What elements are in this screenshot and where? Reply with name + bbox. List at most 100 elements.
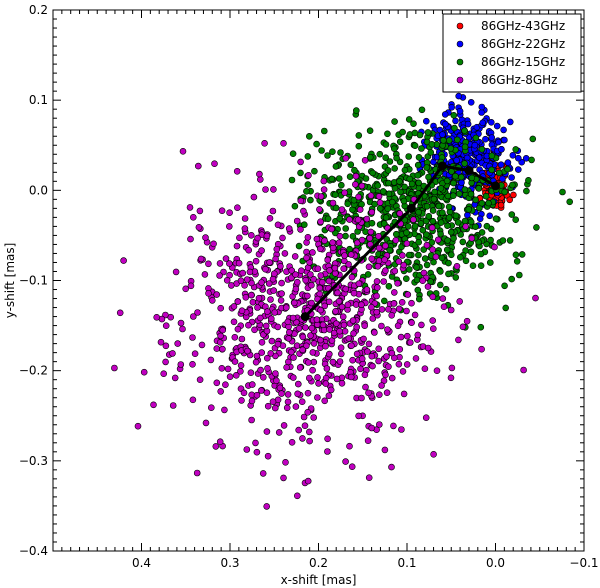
data-point bbox=[263, 428, 271, 435]
data-point bbox=[468, 174, 476, 182]
data-point bbox=[355, 412, 362, 420]
data-point bbox=[195, 224, 203, 231]
data-point bbox=[332, 163, 340, 170]
data-point bbox=[258, 338, 266, 346]
data-point bbox=[461, 217, 469, 225]
data-point bbox=[217, 332, 224, 340]
data-point bbox=[245, 321, 252, 329]
data-point bbox=[345, 335, 353, 342]
data-point bbox=[501, 188, 509, 196]
data-point bbox=[447, 251, 455, 259]
data-point bbox=[461, 127, 468, 134]
data-point bbox=[475, 185, 483, 192]
data-point bbox=[479, 119, 487, 127]
data-point bbox=[311, 167, 318, 175]
data-point bbox=[247, 369, 255, 377]
data-point bbox=[342, 155, 350, 162]
data-point bbox=[325, 298, 333, 306]
data-point bbox=[486, 259, 494, 266]
data-point bbox=[452, 274, 460, 281]
data-point bbox=[375, 244, 383, 252]
data-point bbox=[413, 264, 420, 271]
data-point bbox=[508, 211, 516, 218]
data-point bbox=[420, 246, 428, 253]
data-point bbox=[373, 284, 381, 291]
data-point bbox=[421, 365, 429, 373]
data-point bbox=[248, 291, 255, 299]
data-point bbox=[169, 402, 177, 409]
data-point bbox=[382, 154, 390, 161]
data-point bbox=[429, 207, 437, 214]
data-point bbox=[512, 146, 520, 153]
data-point bbox=[406, 339, 414, 346]
data-point bbox=[288, 176, 296, 184]
data-point bbox=[285, 225, 293, 232]
data-point bbox=[415, 154, 423, 161]
data-point bbox=[509, 181, 516, 189]
data-point bbox=[290, 299, 298, 307]
data-point bbox=[255, 294, 263, 302]
data-point bbox=[499, 175, 506, 183]
data-point bbox=[278, 290, 285, 297]
data-point bbox=[453, 136, 461, 144]
data-point bbox=[111, 364, 118, 372]
data-point bbox=[216, 260, 224, 267]
data-point bbox=[350, 289, 358, 297]
chart-marks bbox=[111, 80, 574, 510]
data-point bbox=[382, 214, 390, 221]
data-point bbox=[294, 380, 302, 388]
data-point bbox=[380, 220, 388, 227]
centroid-point bbox=[300, 312, 310, 322]
data-point bbox=[376, 205, 384, 212]
data-point bbox=[443, 246, 451, 254]
data-point bbox=[318, 147, 325, 154]
data-point bbox=[250, 193, 258, 201]
data-point bbox=[208, 404, 215, 412]
data-point bbox=[338, 379, 346, 387]
data-point bbox=[472, 134, 480, 142]
data-point bbox=[386, 158, 394, 165]
data-point bbox=[217, 338, 224, 346]
data-point bbox=[274, 323, 282, 331]
data-point bbox=[393, 154, 400, 162]
data-point bbox=[263, 232, 271, 240]
data-point bbox=[324, 256, 332, 264]
data-point bbox=[465, 206, 473, 213]
data-point bbox=[523, 187, 530, 195]
data-point bbox=[337, 350, 345, 358]
data-point bbox=[380, 278, 388, 285]
data-point bbox=[269, 275, 277, 283]
data-point bbox=[299, 333, 307, 341]
data-point bbox=[241, 215, 249, 222]
data-point bbox=[325, 392, 333, 400]
data-point bbox=[529, 135, 537, 143]
data-point bbox=[472, 223, 479, 230]
data-point bbox=[153, 313, 160, 321]
data-point bbox=[278, 279, 285, 287]
data-point bbox=[253, 391, 261, 399]
data-point bbox=[388, 374, 396, 382]
data-point bbox=[302, 276, 310, 284]
data-point bbox=[197, 255, 205, 263]
data-point bbox=[445, 214, 453, 221]
data-point bbox=[274, 340, 282, 348]
data-point bbox=[284, 358, 292, 366]
data-point bbox=[559, 188, 566, 196]
data-point bbox=[498, 146, 505, 153]
data-point bbox=[253, 352, 261, 360]
data-point bbox=[292, 403, 300, 410]
data-point bbox=[297, 197, 305, 205]
data-point bbox=[374, 262, 382, 270]
data-point bbox=[226, 209, 233, 216]
data-point bbox=[305, 428, 313, 436]
data-point bbox=[355, 280, 363, 288]
data-point bbox=[314, 374, 321, 381]
y-tick-label: 0.2 bbox=[29, 3, 48, 17]
data-point bbox=[394, 322, 402, 330]
data-point bbox=[388, 311, 396, 319]
data-point bbox=[415, 179, 423, 187]
data-point bbox=[273, 245, 281, 253]
data-point bbox=[190, 313, 197, 320]
data-point bbox=[325, 350, 333, 358]
data-point bbox=[366, 153, 374, 161]
